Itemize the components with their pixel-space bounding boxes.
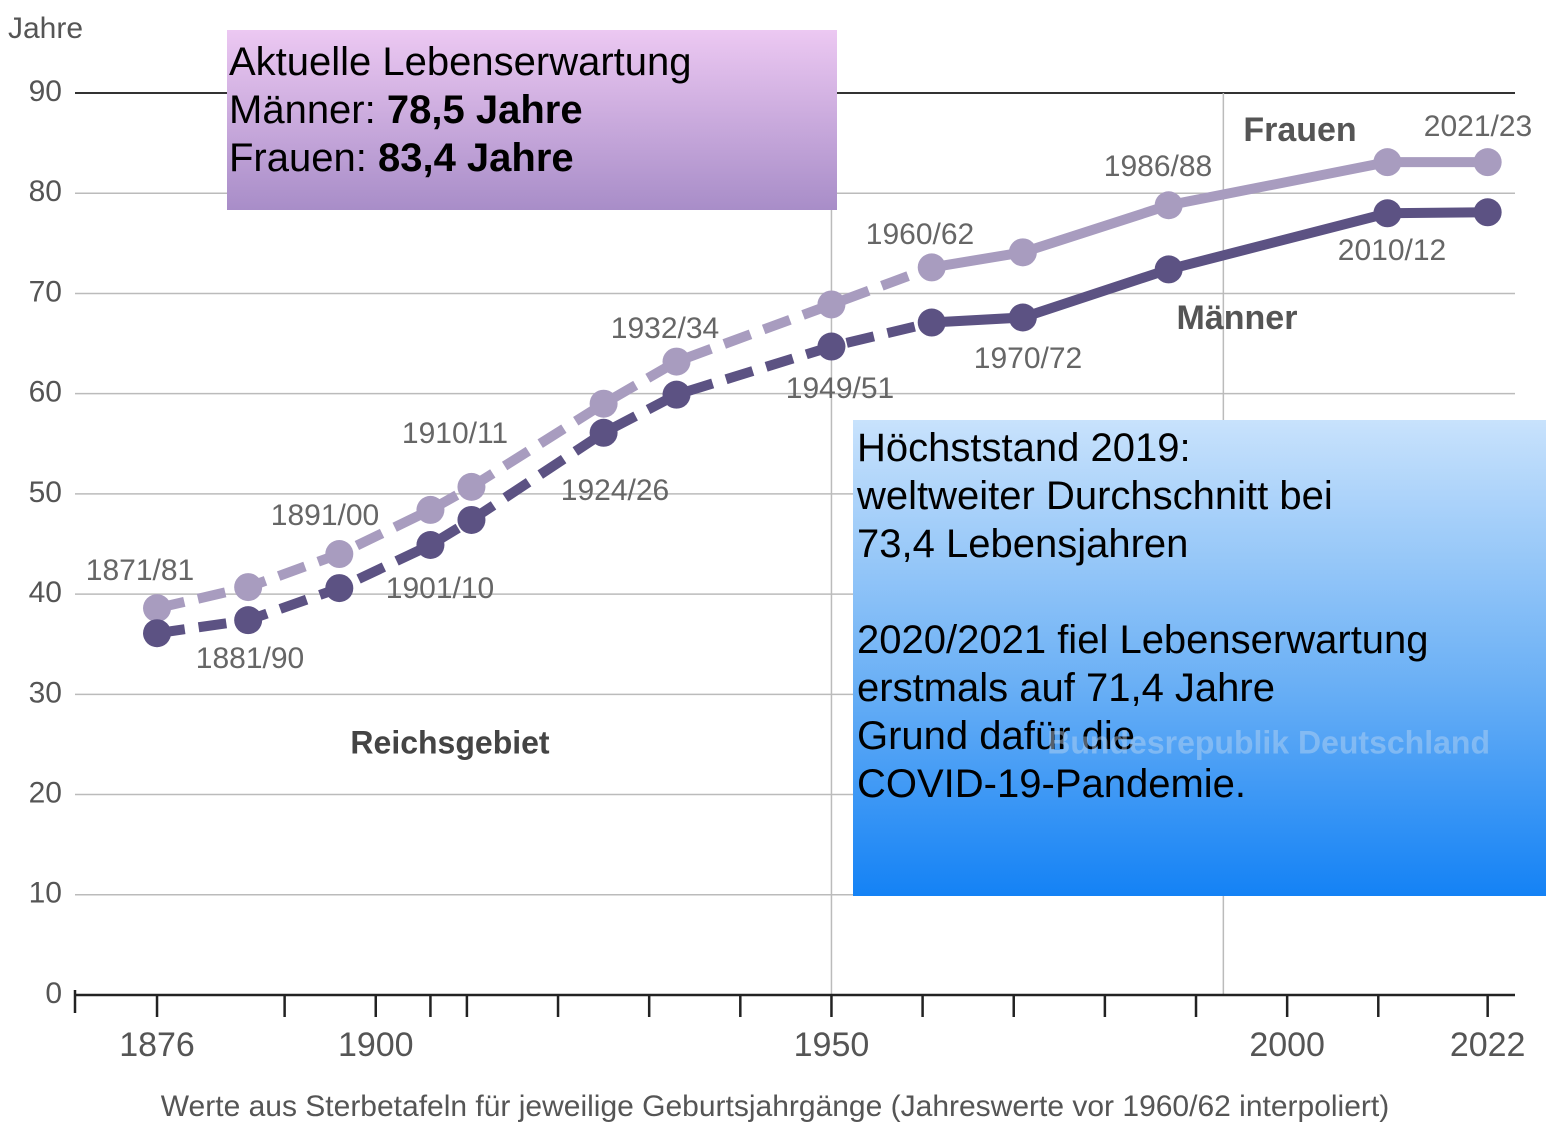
point-label: 1932/34 <box>611 312 719 345</box>
box-text: 83,4 Jahre <box>377 136 574 180</box>
data-point <box>1373 199 1402 228</box>
box-text: 73,4 Lebensjahren <box>857 522 1189 566</box>
data-point <box>1373 148 1402 177</box>
box-text: COVID-19-Pandemie. <box>857 762 1247 806</box>
box-text: Höchststand 2019: <box>857 426 1191 470</box>
box-text: weltweiter Durchschnitt bei <box>857 474 1333 518</box>
y-tick-label: 40 <box>29 576 62 609</box>
y-tick-label: 20 <box>29 776 62 809</box>
data-point <box>416 495 445 524</box>
box-text: Grund dafür die <box>857 714 1135 758</box>
info-box: Aktuelle Lebenserwartung Männer: 78,5 Jah… <box>227 30 837 210</box>
y-tick-label: 80 <box>29 175 62 208</box>
region-label: Bundesrepublik Deutschland <box>1047 724 1490 760</box>
caption: Werte aus Sterbetafeln für jeweilige Geb… <box>161 1090 1389 1123</box>
point-label: 1891/00 <box>271 499 379 532</box>
box-line: Aktuelle Lebenserwartung <box>229 38 837 86</box>
y-tick-label: 0 <box>45 977 62 1010</box>
data-point <box>416 531 445 560</box>
data-point <box>817 332 846 361</box>
data-point <box>589 418 618 447</box>
box-line: Frauen: 83,4 Jahre <box>229 134 837 182</box>
x-tick-label: 1876 <box>119 1026 195 1064</box>
x-tick-label: 2022 <box>1450 1026 1526 1064</box>
series-label: Männer <box>1177 299 1298 337</box>
box-text: Aktuelle Lebenserwartung <box>229 40 692 84</box>
box-text: erstmals auf 71,4 Jahre <box>857 666 1275 710</box>
data-point <box>589 389 618 418</box>
point-label: 1986/88 <box>1104 150 1212 183</box>
box-text: 78,5 Jahre <box>386 88 583 132</box>
data-point <box>917 308 946 337</box>
data-point <box>457 472 486 501</box>
box-line: erstmals auf 71,4 Jahre <box>857 664 1546 712</box>
box-text: Männer: <box>229 88 387 132</box>
box-line: weltweiter Durchschnitt bei <box>857 472 1546 520</box>
point-label: 1901/10 <box>386 572 494 605</box>
data-point <box>325 540 354 569</box>
point-label: 1910/11 <box>402 417 508 450</box>
x-tick-label: 1900 <box>338 1026 414 1064</box>
series-label: Frauen <box>1243 111 1356 149</box>
y-tick-label: 50 <box>29 476 62 509</box>
data-point <box>917 253 946 282</box>
data-point <box>1473 148 1502 177</box>
point-label: 1924/26 <box>561 474 669 507</box>
data-point <box>234 573 263 602</box>
y-tick-label: 60 <box>29 376 62 409</box>
data-point <box>1154 255 1183 284</box>
box-text: 2020/2021 fiel Lebenserwartung <box>857 618 1429 662</box>
box-line: Grund dafür die <box>857 712 1546 760</box>
y-tick-label: 30 <box>29 676 62 709</box>
data-point <box>817 290 846 319</box>
point-label: 2010/12 <box>1338 234 1446 267</box>
box-line: 73,4 Lebensjahren <box>857 520 1546 568</box>
point-label: 2021/23 <box>1424 110 1532 143</box>
data-point <box>143 619 172 648</box>
point-label: 1871/81 <box>86 554 194 587</box>
box-text: Frauen: <box>229 136 378 180</box>
y-tick-label: 10 <box>29 877 62 910</box>
point-label: 1960/62 <box>866 218 974 251</box>
x-tick-label: 2000 <box>1249 1026 1325 1064</box>
box-line: 2020/2021 fiel Lebenserwartung <box>857 616 1546 664</box>
y-axis-label: Jahre <box>8 12 83 45</box>
data-point <box>662 380 691 409</box>
data-point <box>662 347 691 376</box>
box-line: COVID-19-Pandemie. <box>857 760 1546 808</box>
data-point <box>457 505 486 534</box>
box-line: Männer: 78,5 Jahre <box>229 86 837 134</box>
point-label: 1949/51 <box>786 372 894 405</box>
data-point <box>143 594 172 623</box>
point-label: 1970/72 <box>974 342 1082 375</box>
data-point <box>234 606 263 635</box>
data-point <box>325 574 354 603</box>
y-tick-label: 90 <box>29 75 62 108</box>
point-label: 1881/90 <box>196 642 304 675</box>
data-point <box>1008 303 1037 332</box>
data-point <box>1154 191 1183 220</box>
data-point <box>1473 198 1502 227</box>
info-box: Höchststand 2019: weltweiter Durchschnitt… <box>853 420 1546 896</box>
y-tick-label: 70 <box>29 275 62 308</box>
region-label: Reichsgebiet <box>350 724 550 760</box>
x-tick-label: 1950 <box>794 1026 870 1064</box>
box-line: Höchststand 2019: <box>857 424 1546 472</box>
data-point <box>1008 238 1037 267</box>
